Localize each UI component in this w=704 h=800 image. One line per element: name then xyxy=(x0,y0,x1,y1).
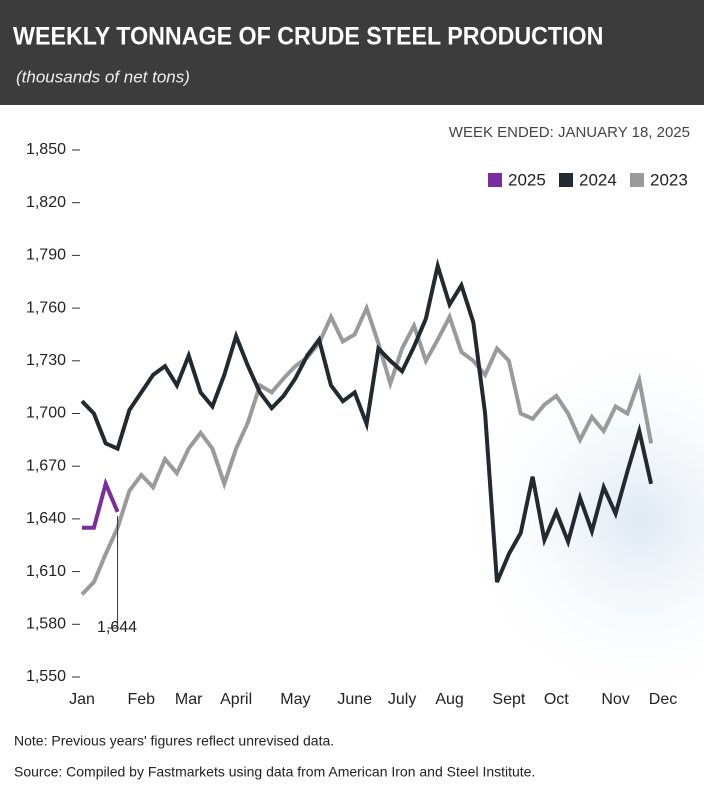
x-tick-label: Nov xyxy=(601,691,629,708)
chart-subtitle: (thousands of net tons) xyxy=(16,67,190,86)
x-tick-label: Feb xyxy=(127,691,155,708)
x-tick-label: Mar xyxy=(175,691,203,708)
line-series xyxy=(80,258,654,583)
y-tick-label: 1,820 xyxy=(26,194,66,211)
x-tick-label: April xyxy=(220,691,252,708)
legend-label: 2023 xyxy=(650,170,688,189)
y-tick-label: 1,850 xyxy=(26,141,66,158)
legend-swatch xyxy=(559,173,573,187)
y-tick-label: 1,730 xyxy=(26,352,66,369)
note: Note: Previous years' figures reflect un… xyxy=(14,733,334,749)
x-tick-label: July xyxy=(388,691,416,708)
x-tick-label: Oct xyxy=(544,691,569,708)
y-tick-label: 1,580 xyxy=(26,616,66,633)
y-tick-label: 1,790 xyxy=(26,247,66,264)
background-globe xyxy=(450,330,704,710)
annotation: WEEK ENDED: JANUARY 18, 2025 xyxy=(449,124,690,141)
data-label: 1,644 xyxy=(97,619,137,636)
x-tick-label: Aug xyxy=(435,691,463,708)
y-tick-label: 1,670 xyxy=(26,457,66,474)
x-tick-label: Sept xyxy=(492,691,525,708)
y-tick-label: 1,550 xyxy=(26,668,66,685)
line-series xyxy=(80,302,654,596)
y-tick-label: 1,700 xyxy=(26,405,66,422)
x-tick-label: June xyxy=(337,691,372,708)
chart-title: WEEKLY TONNAGE OF CRUDE STEEL PRODUCTION xyxy=(13,23,603,51)
header-bar xyxy=(0,0,704,105)
legend-label: 2025 xyxy=(508,170,546,189)
y-tick-label: 1,640 xyxy=(26,510,66,527)
y-tick-label: 1,610 xyxy=(26,563,66,580)
legend-label: 2024 xyxy=(579,170,617,189)
legend-swatch xyxy=(488,173,502,187)
source: Source: Compiled by Fastmarkets using da… xyxy=(14,764,535,780)
legend-swatch xyxy=(630,173,644,187)
line-series xyxy=(82,477,120,530)
y-tick-label: 1,760 xyxy=(26,299,66,316)
x-tick-label: Jan xyxy=(69,691,95,708)
x-tick-label: May xyxy=(280,691,310,708)
x-tick-label: Dec xyxy=(649,691,677,708)
